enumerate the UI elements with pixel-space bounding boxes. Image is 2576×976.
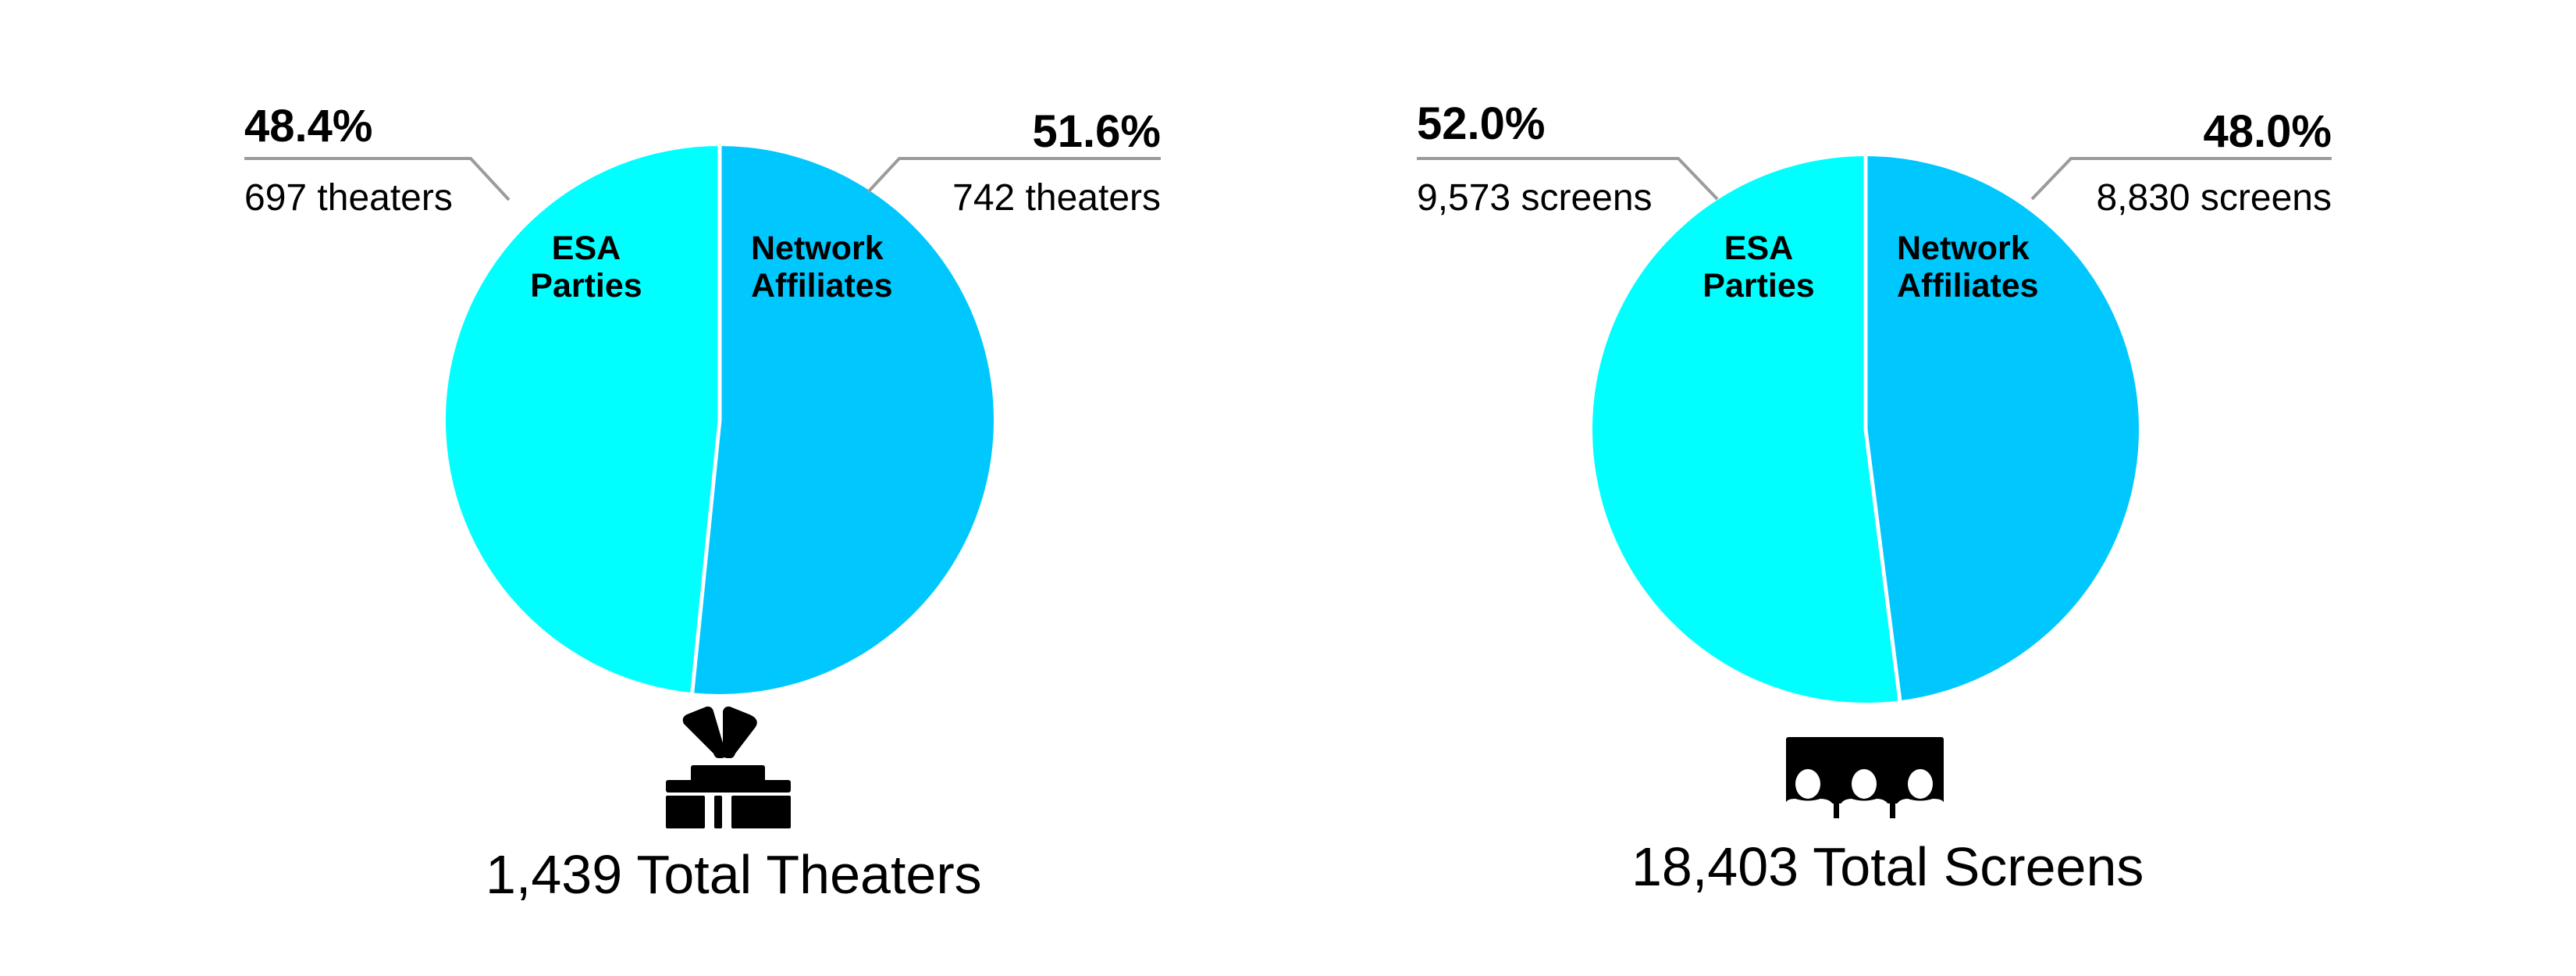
screens-network-count: 8,830 screens: [2096, 177, 2332, 219]
screens-network-label-line1: Network: [1897, 230, 2030, 267]
screens-esa-slice-label: ESA Parties: [1700, 230, 1817, 305]
audience-screen-icon: [1786, 737, 1944, 818]
theaters-esa-slice: [446, 146, 720, 693]
screens-pie: [1592, 156, 2140, 703]
screens-esa-slice: [1592, 156, 1900, 703]
screens-total: 18,403 Total Screens: [1631, 836, 2144, 897]
screens-network-slice-label: Network Affiliates: [1897, 230, 2039, 305]
theaters-esa-label-line2: Parties: [530, 267, 642, 305]
theaters-esa-slice-label: ESA Parties: [528, 230, 645, 305]
theaters-total: 1,439 Total Theaters: [486, 844, 982, 905]
screens-esa-label-line1: ESA: [1724, 230, 1794, 267]
theaters-network-slice-label: Network Affiliates: [751, 230, 893, 305]
theaters-network-slice: [692, 146, 994, 694]
theaters-network-leader-line: [866, 157, 1161, 194]
theaters-esa-leader-line: [244, 157, 511, 201]
screens-network-leader-line: [2030, 157, 2332, 201]
screens-esa-leader-line: [1417, 157, 1719, 201]
theaters-network-label-line1: Network: [751, 230, 884, 267]
screens-esa-percent: 52.0%: [1417, 98, 1546, 149]
theaters-esa-label-line1: ESA: [551, 230, 621, 267]
theaters-network-label-line2: Affiliates: [751, 267, 893, 305]
screens-network-label-line2: Affiliates: [1897, 267, 2039, 305]
theaters-pie: [446, 146, 994, 694]
theaters-network-percent: 51.6%: [1032, 106, 1161, 157]
screens-network-slice: [1866, 156, 2140, 701]
screens-esa-label-line2: Parties: [1703, 267, 1815, 305]
theaters-network-count: 742 theaters: [952, 177, 1161, 219]
screens-slice-divider: [1863, 156, 1902, 701]
theaters-esa-percent: 48.4%: [244, 101, 373, 151]
theaters-esa-count: 697 theaters: [244, 177, 453, 219]
theaters-slice-divider: [690, 146, 722, 693]
screens-esa-count: 9,573 screens: [1417, 177, 1653, 219]
theater-building-icon: [666, 706, 791, 828]
screens-network-percent: 48.0%: [2203, 106, 2332, 157]
